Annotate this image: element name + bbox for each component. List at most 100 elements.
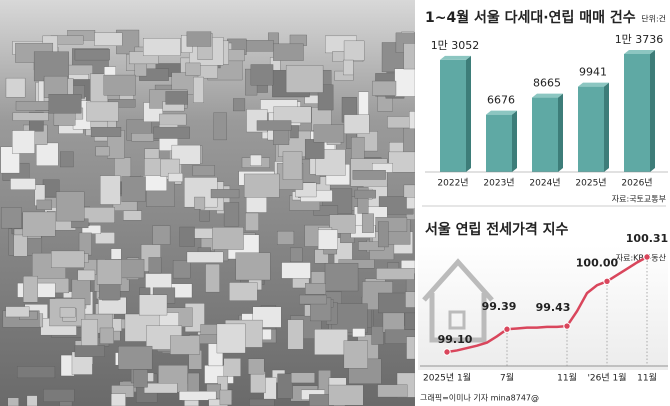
building [55,191,85,222]
line-source: 자료:KB부동산 [616,253,667,263]
building [143,383,178,394]
building [277,373,293,399]
building [212,227,244,250]
building [13,234,28,257]
value-label: 1만 3052 [431,39,480,52]
building [354,189,376,199]
building [376,268,415,280]
building [26,395,38,406]
building [282,151,303,180]
building [95,232,115,244]
building [131,133,154,142]
building [394,68,416,97]
bar-side [512,110,517,172]
building [358,91,369,119]
building [60,151,74,168]
building [16,366,56,379]
point [643,253,651,261]
building [317,229,338,250]
building [15,101,50,111]
value-label: 8665 [533,77,561,90]
building [352,328,366,338]
building [59,307,76,318]
bar [624,54,650,172]
building [5,306,30,318]
value-label: 1만 3736 [615,33,664,46]
bar-side [466,55,471,172]
photo-buildings [0,29,416,406]
building [148,257,162,274]
building [74,49,110,61]
building [290,372,315,384]
building [48,94,82,114]
building [343,40,365,61]
building [100,175,121,205]
building [324,262,359,292]
building [74,345,105,357]
building [250,371,266,394]
building [185,62,201,76]
building [299,294,327,305]
credit: 그래픽=이미나 기자 mina8747@ [420,393,539,403]
building [343,59,354,76]
x-tick-label: 11월 [557,372,577,384]
bar [486,114,512,172]
building [23,275,38,303]
point [503,325,511,333]
building [1,207,22,229]
building [213,112,227,141]
x-tick-label: 2022년 [437,178,468,189]
building [5,77,26,98]
building [22,211,56,237]
building [352,170,386,180]
bar [532,97,558,172]
building [96,259,122,285]
building [103,74,136,96]
building [186,31,212,47]
building [90,127,122,137]
building [382,312,405,333]
building [139,294,168,316]
building [406,336,416,360]
building [273,106,312,124]
building [403,43,416,70]
bar-top [624,50,655,54]
value-label: 99.10 [438,333,473,346]
building [219,389,232,406]
bar-title: 1~4월 서울 다세대·연립 매매 건수 [425,9,636,26]
building [377,384,408,398]
building [409,111,416,129]
building [343,340,368,369]
building [329,214,356,234]
building [186,251,224,263]
building [81,319,98,348]
building [372,80,397,96]
building [343,114,370,134]
building [249,398,275,406]
building [77,269,96,281]
line [446,255,648,354]
point [443,348,451,356]
building [51,250,85,268]
bar-side [650,50,655,172]
x-tick-label: 2025년 [575,178,606,189]
building [36,199,53,210]
building [121,176,146,202]
value-label: 6676 [487,94,515,107]
building [235,252,271,281]
x-tick-label: 2023년 [483,178,514,189]
building [331,303,368,333]
building [193,76,204,103]
building [405,291,416,308]
bar-top [440,55,471,60]
value-label: 99.43 [536,301,571,314]
bar [578,86,604,172]
building [305,283,327,295]
value-label: 99.39 [482,300,517,313]
building [7,397,19,406]
building [205,263,220,293]
building [223,202,240,227]
building [95,146,110,157]
bar [440,59,466,172]
